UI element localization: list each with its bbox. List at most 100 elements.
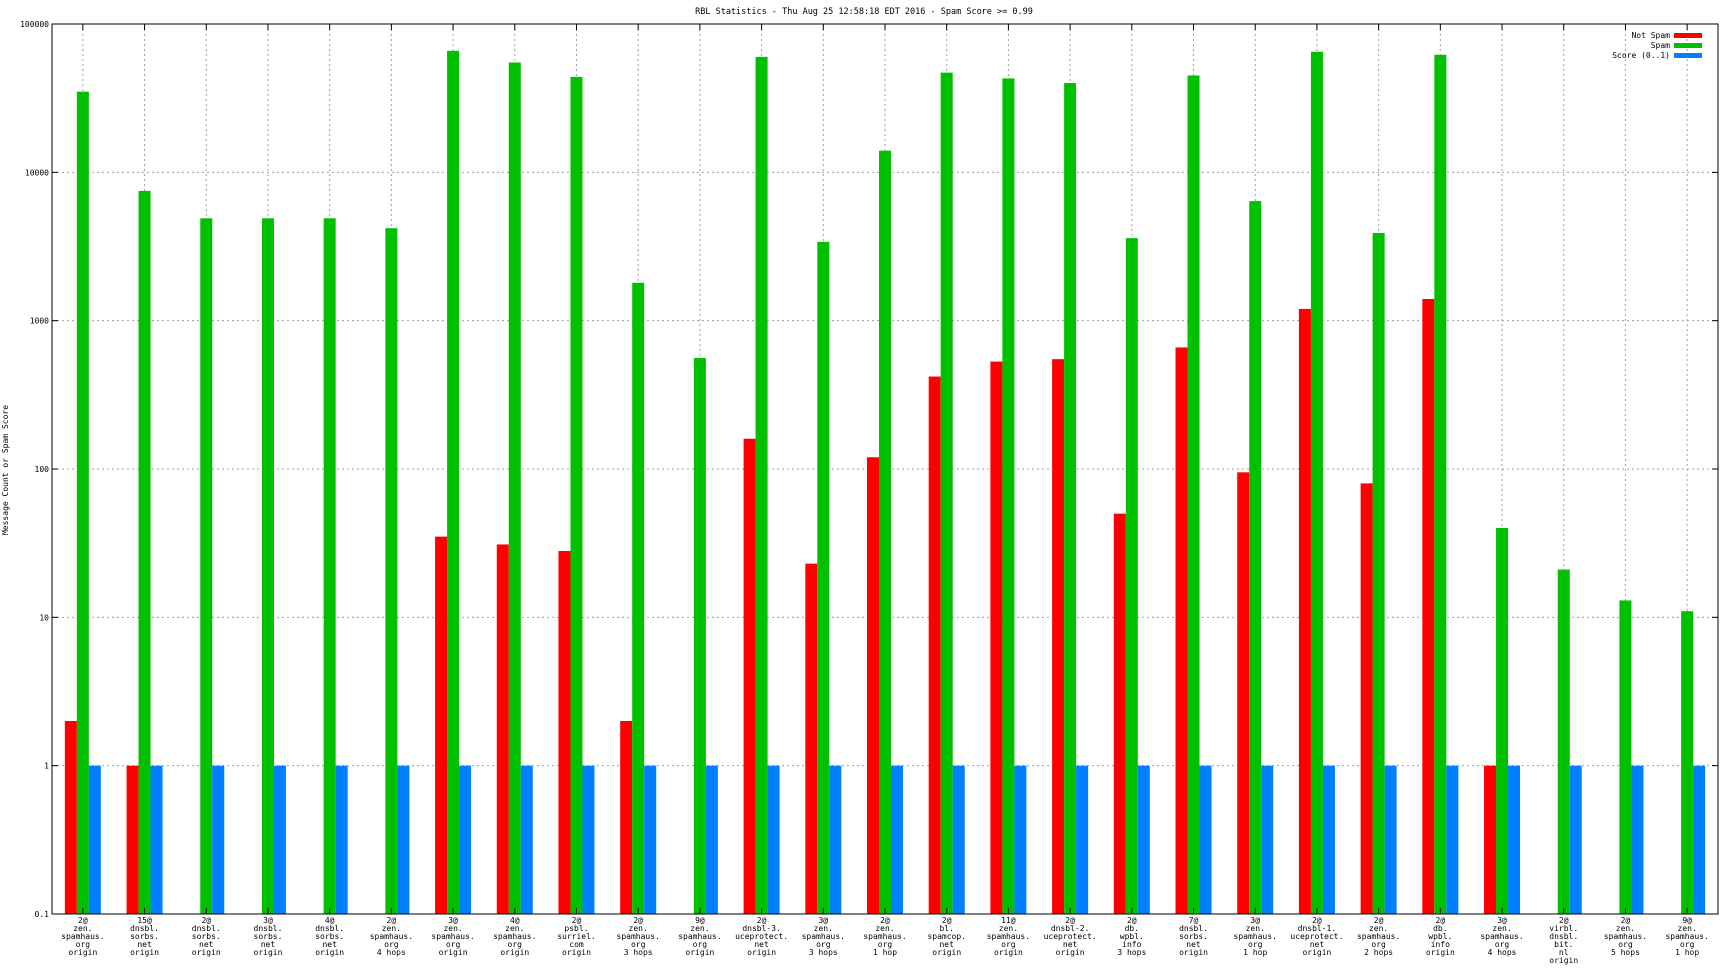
bar-score-0-1 [644,765,657,914]
x-category-label-line: sorbs. [315,932,344,941]
x-category-label-line: dnsbl. [315,924,344,933]
bar-spam [1125,238,1138,915]
x-category-label-line: wpbl. [1120,932,1144,941]
x-category-label: 4@ dnsbl. sorbs. net origin [315,916,344,957]
bar-spam [817,241,830,914]
x-category-label-line: uceprotect. [1044,932,1097,941]
x-category-label-line: spamhaus. [987,932,1030,941]
x-category-label-line: 3@ [448,916,458,925]
x-category-label-line: spamhaus. [61,932,104,941]
x-category-label-line: dnsbl-1. [1298,924,1337,933]
x-category-label-line: spamhaus. [493,932,536,941]
x-category-label: 2@ dnsbl-3. uceprotect. net origin [735,916,788,957]
bar-score-0-1 [1693,765,1706,914]
x-category-label-line: 5 hops [1611,948,1640,957]
x-category-label-line: zen. [999,924,1018,933]
legend-swatch [1674,43,1702,48]
x-category-label: 2@ virbl. dnsbl. bit. nl origin [1549,916,1578,965]
x-category-label: 3@ zen. spamhaus. org origin [431,916,474,957]
x-category-label-line: uceprotect. [735,932,788,941]
bars [64,50,1706,915]
x-category-label-line: 2@ [633,916,643,925]
x-category-label-line: info [1122,940,1141,949]
x-category-label-line: org [1371,940,1386,949]
legend-label: Spam [1651,41,1670,50]
x-category-label-line: origin [932,948,961,957]
x-category-label-line: zen. [73,924,92,933]
bar-spam [1496,528,1509,914]
x-category-label: 15@ dnsbl. sorbs. net origin [130,916,159,957]
x-category-label-line: org [631,940,646,949]
x-category-label-line: org [76,940,91,949]
bar-spam [1310,51,1323,915]
x-category-label: 2@ zen. spamhaus. org 3 hops [617,916,660,957]
x-category-label-line: 2@ [1312,916,1322,925]
bar-spam [570,76,583,914]
bar-not-spam [805,563,818,914]
x-category-label-line: zen. [1369,924,1388,933]
x-category-label-line: 2@ [1436,916,1446,925]
x-category-label-line: origin [68,948,97,957]
x-category-label-line: net [137,940,152,949]
x-category-label-line: origin [439,948,468,957]
bar-spam [1187,75,1200,915]
x-category-label-line: origin [1549,956,1578,965]
x-category-label-line: 1 hop [873,948,897,957]
x-category-label-line: 1 hop [1243,948,1267,957]
x-category-label-line: sorbs. [130,932,159,941]
bar-score-0-1 [1322,765,1335,914]
x-category-label-line: dnsbl. [1549,932,1578,941]
bar-score-0-1 [1261,765,1274,914]
x-category-label-line: origin [994,948,1023,957]
x-category-label: 2@ dnsbl-2. uceprotect. net origin [1044,916,1097,957]
x-category-label-line: zen. [875,924,894,933]
x-category-label-line: spamhaus. [1480,932,1523,941]
y-tick-label: 1 [44,762,49,771]
bar-score-0-1 [1014,765,1027,914]
x-category-label-line: nl [1559,948,1569,957]
x-category-label-line: zen. [505,924,524,933]
bar-score-0-1 [335,765,348,914]
bar-score-0-1 [1631,765,1644,914]
x-category-label-line: org [1680,940,1695,949]
x-category-label-line: 2@ [1127,916,1137,925]
chart-title: RBL Statistics - Thu Aug 25 12:58:18 EDT… [695,7,1033,17]
bar-score-0-1 [829,765,842,914]
bar-spam [879,150,891,915]
x-category-label-line: 2@ [880,916,890,925]
bar-score-0-1 [891,765,903,914]
x-category-label-line: 3@ [1497,916,1507,925]
x-category-label-line: origin [685,948,714,957]
x-category-label: 11@ zen. spamhaus. org origin [987,916,1030,957]
x-category-label-line: spamcop. [927,932,966,941]
x-category-label-line: dnsbl. [192,924,221,933]
x-category-label-line: zen. [814,924,833,933]
x-category-label: 2@ zen. spamhaus. org origin [61,916,104,957]
bar-not-spam [1052,359,1065,914]
x-category-label: 2@ dnsbl-1. uceprotect. net origin [1290,916,1343,957]
bar-not-spam [928,376,941,914]
x-category-label-line: origin [130,948,159,957]
y-tick-label: 10000 [25,168,49,177]
x-category-label-line: dnsbl. [130,924,159,933]
bar-not-spam [620,721,633,914]
x-category-label-line: 15@ [137,916,152,925]
x-category-label-line: 2@ [201,916,211,925]
x-category-label-line: 11@ [1001,916,1016,925]
bar-score-0-1 [767,765,780,914]
x-category-label-line: org [878,940,893,949]
x-category-label-line: spamhaus. [802,932,845,941]
bar-spam [1002,78,1015,915]
y-axis-label: Message Count or Spam Score [1,405,10,535]
x-category-label-line: 3 hops [809,948,838,957]
x-category-label-line: org [446,940,461,949]
x-category-label-line: 4 hops [377,948,406,957]
legend-label: Not Spam [1631,31,1670,40]
x-category-label: 2@ zen. spamhaus. org 4 hops [370,916,413,957]
x-category-label-line: 2@ [1065,916,1075,925]
x-category-label-line: info [1431,940,1450,949]
bar-spam [1434,54,1447,915]
